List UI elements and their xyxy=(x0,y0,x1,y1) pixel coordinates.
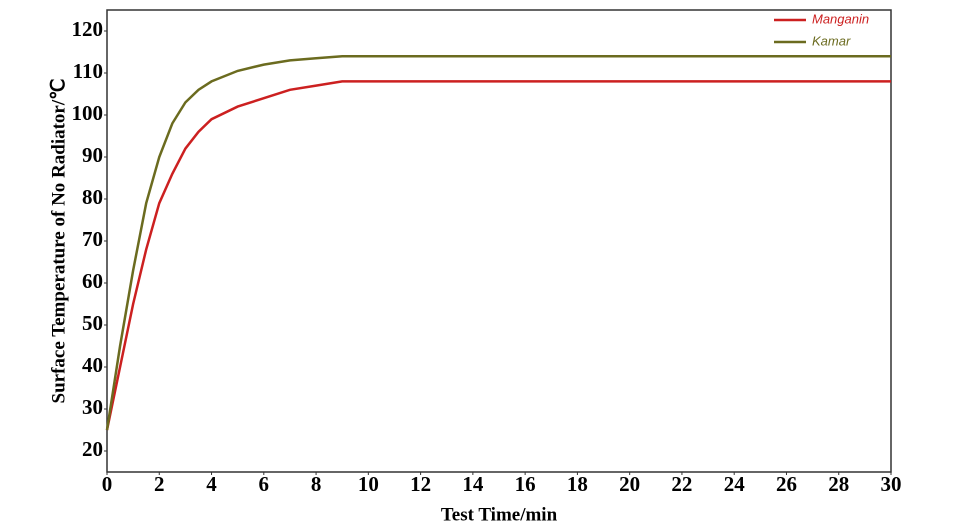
x-tick-label: 30 xyxy=(881,472,902,496)
x-tick-label: 0 xyxy=(102,472,113,496)
x-tick-label: 8 xyxy=(311,472,322,496)
x-tick-label: 14 xyxy=(462,472,484,496)
y-tick-label: 30 xyxy=(82,395,103,419)
y-axis-label: Surface Temperature of No Radiator/℃ xyxy=(48,79,69,404)
y-tick-label: 100 xyxy=(72,101,104,125)
y-tick-label: 20 xyxy=(82,437,103,461)
x-tick-label: 20 xyxy=(619,472,640,496)
x-tick-label: 10 xyxy=(358,472,379,496)
legend-label: Manganin xyxy=(812,11,869,26)
series-line xyxy=(105,80,891,431)
legend-label: Kamar xyxy=(812,33,851,48)
x-tick-label: 16 xyxy=(515,472,536,496)
x-tick-label: 4 xyxy=(206,472,217,496)
y-tick-label: 80 xyxy=(82,185,103,209)
y-tick-label: 40 xyxy=(82,353,103,377)
x-tick-label: 6 xyxy=(259,472,270,496)
y-tick-label: 60 xyxy=(82,269,103,293)
x-tick-label: 26 xyxy=(776,472,797,496)
x-axis-label: Test Time/min xyxy=(441,504,558,525)
y-tick-label: 120 xyxy=(72,17,104,41)
x-tick-label: 24 xyxy=(724,472,746,496)
x-tick-label: 22 xyxy=(671,472,692,496)
x-tick-label: 12 xyxy=(410,472,431,496)
x-tick-label: 28 xyxy=(828,472,849,496)
series-line xyxy=(105,54,891,431)
y-tick-label: 110 xyxy=(73,59,103,83)
plot-frame xyxy=(106,9,892,473)
x-tick-label: 18 xyxy=(567,472,588,496)
x-tick-label: 2 xyxy=(154,472,165,496)
y-tick-label: 70 xyxy=(82,227,103,251)
y-tick-label: 90 xyxy=(82,143,103,167)
y-tick-label: 50 xyxy=(82,311,103,335)
